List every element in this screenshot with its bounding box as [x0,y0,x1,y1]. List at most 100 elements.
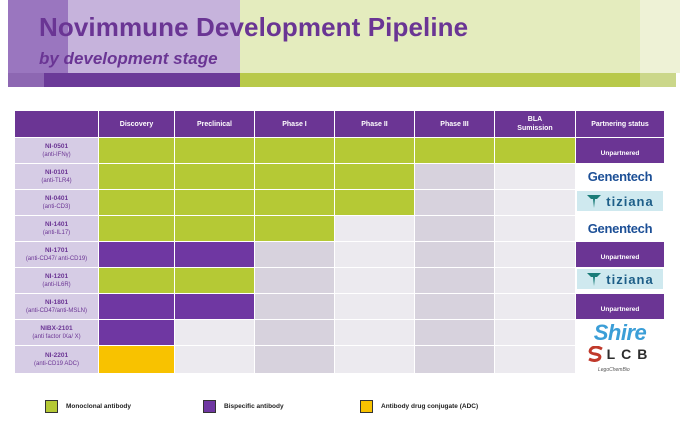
legend-swatch [45,400,58,413]
table-row: NI-1401 (anti-IL17) Genentech [14,215,665,242]
bla-label: BLA Sumission [495,115,575,133]
header-block [8,0,68,73]
table-row: NI-1801 (anti-CD47/anti-MSLN) Unpartnered [14,293,665,320]
stage-cell [414,163,495,190]
column-header-preclinical: Preclinical [174,110,255,138]
progress-bar-segment [98,189,175,216]
drug-name-cell: NI-1201 (anti-IL6R) [14,267,99,294]
legend-item-bispecific: Bispecific antibody [203,400,284,413]
progress-bar-segment [254,163,335,190]
drug-target: (anti-CD47/anti-MSLN) [25,307,88,314]
drug-target: (anti-CD47/ anti-CD19) [25,255,88,262]
header-block [640,0,680,73]
tiziana-mark-icon [587,195,602,208]
stage-cell [334,241,415,268]
partner-status-cell: Unpartnered [575,241,665,268]
drug-name-cell: NI-0501 (anti-IFNγ) [14,137,99,164]
stage-cell [254,345,335,374]
legend-swatch [360,400,373,413]
partner-status-cell: Genentech [575,163,665,190]
header-stripe [44,73,240,87]
drug-code: NI-0401 [44,194,69,202]
partner-status-cell: LCB LegoChemBio [575,345,665,374]
lcb-s-mark-icon [587,346,603,362]
progress-bar-segment [98,215,175,242]
progress-bar-segment [334,163,415,190]
stage-cell [334,319,415,346]
progress-bar-segment [98,163,175,190]
drug-code: NI-1201 [44,272,69,280]
header-block [240,0,640,73]
stage-cell [494,267,576,294]
progress-bar-segment [174,163,255,190]
header-band: Novimmune Development Pipeline by develo… [0,0,680,92]
table-row: NI-0101 (anti-TLR4) Genentech [14,163,665,190]
header-stripe [640,73,676,87]
stage-cell [494,215,576,242]
drug-code: NI-2201 [44,351,69,359]
stage-cell [254,293,335,320]
drug-code: NI-1401 [44,220,69,228]
tiziana-logo: tiziana [577,269,663,289]
drug-name-cell: NI-1401 (anti-IL17) [14,215,99,242]
unpartnered-label: Unpartnered [600,305,640,313]
stage-cell [414,241,495,268]
column-header-discovery: Discovery [98,110,175,138]
drug-target: (anti factor IXa/ X) [32,333,81,340]
drug-code: NI-1801 [44,298,69,306]
drug-name-cell: NI-1701 (anti-CD47/ anti-CD19) [14,241,99,268]
drug-name-cell: NI-2201 (anti-CD19 ADC) [14,345,99,374]
bla-label-line: Sumission [517,125,553,132]
drug-code: NI-0101 [44,168,69,176]
column-header-bla-submission: BLA Sumission [494,110,576,138]
progress-bar-segment [174,241,255,268]
column-header-phase-2: Phase II [334,110,415,138]
stage-cell [254,241,335,268]
table-row: NI-0401 (anti-CD3) tiziana [14,189,665,216]
stage-cell [414,267,495,294]
progress-bar-segment [494,137,576,164]
stage-cell [174,345,255,374]
column-header-partnering-status: Partnering status [575,110,665,138]
header-stripe [8,73,44,87]
stage-cell [494,293,576,320]
legend-label: Monoclonal antibody [66,403,131,410]
drug-target: (anti-IFNγ) [42,151,71,158]
drug-target: (anti-IL17) [42,229,71,236]
stage-cell [414,319,495,346]
page-subtitle: by development stage [39,49,218,68]
stage-cell [254,267,335,294]
stage-cell [414,293,495,320]
stage-cell [334,293,415,320]
pipeline-rows: NI-0501 (anti-IFNγ) Unpartnered NI-0101 (ant… [14,137,665,374]
partner-status-cell: Unpartnered [575,137,665,164]
page-title: Novimmune Development Pipeline [39,12,469,42]
bla-label-line: BLA [527,116,543,123]
partner-status-cell: Shire [575,319,665,346]
tiziana-mark-icon [587,273,602,286]
stage-cell [254,319,335,346]
partner-status-cell: tiziana [575,267,665,294]
shire-logo: Shire [593,319,647,345]
genentech-logo: Genentech [587,168,653,184]
progress-bar-segment [174,293,255,320]
partner-status-cell: tiziana [575,189,665,216]
table-row: NIBX-2101 (anti factor IXa/ X) Shire [14,319,665,346]
stage-cell [494,319,576,346]
progress-bar-segment [98,137,175,164]
drug-target: (anti-CD3) [42,203,71,210]
partner-status-cell: Genentech [575,215,665,242]
legend-label: Antibody drug conjugate (ADC) [381,403,479,410]
tiziana-wordmark: tiziana [606,271,654,287]
stage-cell [494,189,576,216]
stage-cell [414,189,495,216]
stage-cell [414,215,495,242]
drug-target: (anti-IL6R) [42,281,71,288]
progress-bar-segment [414,137,495,164]
genentech-logo: Genentech [587,220,653,236]
table-row: NI-1701 (anti-CD47/ anti-CD19) Unpartnered [14,241,665,268]
drug-name-cell: NIBX-2101 (anti factor IXa/ X) [14,319,99,346]
stage-cell [334,267,415,294]
progress-bar-segment [254,137,335,164]
table-row: NI-1201 (anti-IL6R) tiziana [14,267,665,294]
